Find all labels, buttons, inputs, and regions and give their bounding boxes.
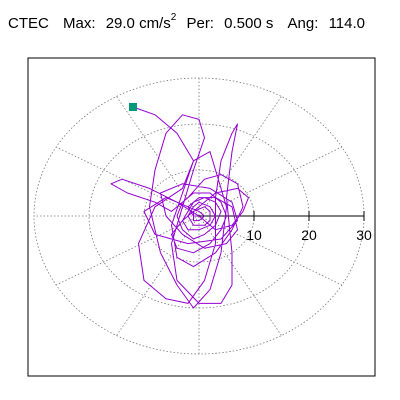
grid-spoke-300 bbox=[198, 215, 282, 336]
plot-frame bbox=[27, 57, 376, 377]
period-label: Per: bbox=[186, 15, 214, 32]
grid-spoke-120 bbox=[116, 96, 200, 217]
grid-spoke-330 bbox=[198, 215, 343, 286]
radial-tick-label-20: 20 bbox=[301, 227, 317, 243]
station-code: CTEC bbox=[8, 15, 49, 32]
orbit-trace bbox=[110, 106, 249, 309]
radial-tick-label-30: 30 bbox=[356, 227, 372, 243]
radial-axis bbox=[199, 211, 365, 221]
radial-tick-label-10: 10 bbox=[246, 227, 262, 243]
max-label: Max: bbox=[63, 15, 96, 32]
max-value: 29.0 cm/s bbox=[105, 15, 171, 32]
angle-label: Ang: bbox=[287, 15, 319, 32]
grid-spoke-240 bbox=[116, 215, 200, 336]
trace-end-marker bbox=[129, 102, 137, 111]
max-unit-exponent: 2 bbox=[170, 12, 177, 23]
period-value: 0.500 s bbox=[224, 15, 274, 32]
angle-value: 114.0 bbox=[328, 15, 366, 32]
chart-header: CTEC Max: 29.0 cm/s2 Per: 0.500 s Ang: 1… bbox=[8, 12, 366, 32]
grid-spoke-30 bbox=[198, 146, 343, 217]
radial-tick-labels: 10 20 30 bbox=[246, 227, 372, 243]
